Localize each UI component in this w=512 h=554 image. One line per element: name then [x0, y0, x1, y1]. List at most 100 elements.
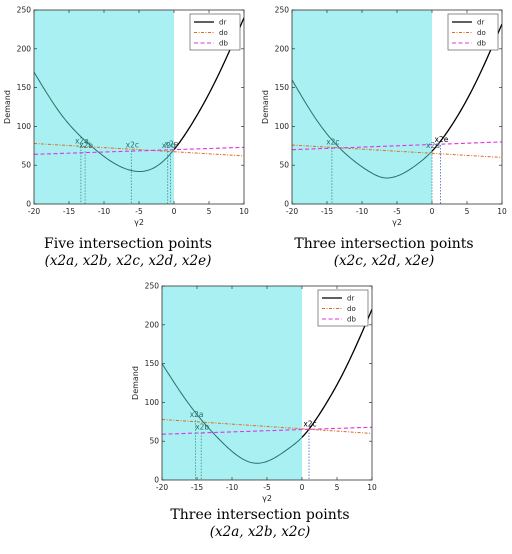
chart-2-y-tick-label: 100	[275, 122, 290, 131]
chart-1-x-tick-label: 0	[172, 207, 177, 216]
chart-1-y-tick-label: 200	[17, 44, 32, 53]
caption-3: Three intersection points (x2a, x2b, x2c…	[160, 507, 360, 540]
chart-2-annotation-x2e: x2e	[434, 135, 448, 144]
caption-1: Five intersection points (x2a, x2b, x2c,…	[28, 236, 228, 269]
chart-3-series-dr-right	[301, 309, 372, 438]
chart-1-plot-frame	[33, 9, 245, 205]
chart-3-x-tick-label: -15	[191, 483, 203, 492]
chart-2-legend-label-db: db	[477, 40, 486, 48]
chart-1-series-dr-left	[34, 71, 175, 172]
chart-2-x-axis-label: γ2	[392, 218, 402, 227]
chart-3-legend: dr do db	[317, 289, 369, 327]
chart-2-y-tick-label: 200	[275, 44, 290, 53]
chart-1-x-tick-label: -20	[28, 207, 40, 216]
chart-2-y-tick-label: 150	[275, 83, 290, 92]
chart-3-x-tick-label: 5	[335, 483, 340, 492]
chart-3-y-tick-label: 100	[145, 398, 160, 407]
chart-1-annotation-x2b: x2b	[79, 141, 93, 150]
caption-2: Three intersection points (x2c, x2d, x2e…	[284, 236, 484, 269]
chart-3-legend-label-dr: dr	[347, 295, 354, 303]
chart-3-legend-box	[317, 289, 369, 327]
chart-3-y-tick-label: 50	[149, 437, 159, 446]
caption-2-title: Three intersection points	[294, 236, 474, 252]
chart-2-y-tick-label: 50	[279, 161, 289, 170]
chart-3-series-group	[162, 309, 372, 480]
chart-2-x-tick-label: 5	[465, 207, 470, 216]
chart-3-x-tick-label: 0	[300, 483, 305, 492]
chart-1-annotation-x2d: x2d	[162, 141, 176, 150]
chart-2-x-tick-label: -15	[321, 207, 333, 216]
chart-3-y-tick-label: 250	[145, 282, 160, 291]
chart-2-y-tick-label: 0	[284, 200, 289, 209]
chart-3-y-tick-label: 0	[154, 476, 159, 485]
chart-1-x-tick-label: -5	[135, 207, 143, 216]
chart-3-series-do	[162, 418, 372, 434]
chart-1-x-axis-label: γ2	[134, 218, 144, 227]
chart-2-series-group	[292, 23, 502, 204]
chart-3-series-dr-left	[162, 363, 303, 464]
chart-2-legend: dr do db	[447, 13, 499, 51]
chart-2-series-dr-right	[431, 23, 502, 152]
chart-1-legend: dr do db	[189, 13, 241, 51]
chart-1-y-tick-label: 150	[17, 83, 32, 92]
chart-3-y-tick-label: 200	[145, 320, 160, 329]
chart-2-shaded-region	[292, 10, 432, 204]
chart-2-legend-label-dr: dr	[477, 19, 484, 27]
chart-3-series-db	[162, 426, 372, 435]
chart-1-y-tick-label: 50	[21, 161, 31, 170]
caption-2-points: (x2c, x2d, x2e)	[333, 253, 435, 269]
chart-3-y-axis-label: Demand	[131, 366, 140, 400]
chart-2-x-tick-label: 10	[497, 207, 507, 216]
chart-3-annotation-x2b: x2b	[195, 423, 209, 432]
chart-3-x-axis-label: γ2	[262, 494, 272, 503]
chart-1-series-db	[34, 146, 244, 155]
chart-3-annotation-x2c: x2c	[303, 420, 316, 429]
chart-2-legend-box	[447, 13, 499, 51]
chart-3-plot-frame	[161, 285, 373, 481]
chart-3-x-tick-label: -10	[226, 483, 238, 492]
chart-3-legend-label-db: db	[347, 316, 356, 324]
chart-1-y-tick-label: 250	[17, 6, 32, 15]
chart-3-legend-label-do: do	[347, 305, 356, 313]
chart-3-annotation-x2a: x2a	[190, 410, 204, 419]
chart-2-annotation-x2c: x2c	[326, 137, 339, 146]
caption-1-title: Five intersection points	[44, 236, 212, 252]
chart-1-x-tick-label: 10	[239, 207, 249, 216]
chart-2-x-tick-label: -20	[286, 207, 298, 216]
chart-1-legend-label-db: db	[219, 40, 228, 48]
chart-1-annotation-x2c: x2c	[126, 140, 139, 149]
chart-2-x-tick-label: -10	[356, 207, 368, 216]
chart-1-x-tick-label: 5	[207, 207, 212, 216]
chart-2-y-axis-label: Demand	[261, 90, 270, 124]
chart-3-y-tick-label: 150	[145, 359, 160, 368]
chart-1-annotation-x2e: x2e	[165, 140, 179, 149]
caption-1-points: (x2a, x2b, x2c, x2d, x2e)	[44, 253, 212, 269]
chart-1-annotation-x2a: x2a	[75, 137, 89, 146]
chart-2-x-tick-label: -5	[393, 207, 401, 216]
chart-1-series-do	[34, 142, 244, 157]
chart-3-shaded-region	[162, 286, 302, 480]
chart-2-series-db	[292, 141, 502, 151]
chart-2-x-tick-label: 0	[430, 207, 435, 216]
chart-3-x-tick-label: -20	[156, 483, 168, 492]
chart-1-x-tick-label: -10	[98, 207, 110, 216]
chart-1-y-tick-label: 0	[26, 200, 31, 209]
chart-3-x-tick-label: -5	[263, 483, 271, 492]
caption-3-title: Three intersection points	[170, 507, 350, 523]
chart-2-y-tick-label: 250	[275, 6, 290, 15]
chart-2-annotation-x2d: x2d	[426, 141, 440, 150]
chart-2-plot-frame	[291, 9, 503, 205]
chart-1-shaded-region	[34, 10, 174, 204]
chart-2-legend-label-do: do	[477, 29, 486, 37]
chart-2-series-do	[292, 144, 502, 158]
chart-2-series-dr-left	[292, 79, 433, 179]
caption-3-points: (x2a, x2b, x2c)	[209, 524, 311, 540]
chart-1-x-tick-label: -15	[63, 207, 75, 216]
chart-1-legend-label-dr: dr	[219, 19, 226, 27]
chart-1-y-tick-label: 100	[17, 122, 32, 131]
